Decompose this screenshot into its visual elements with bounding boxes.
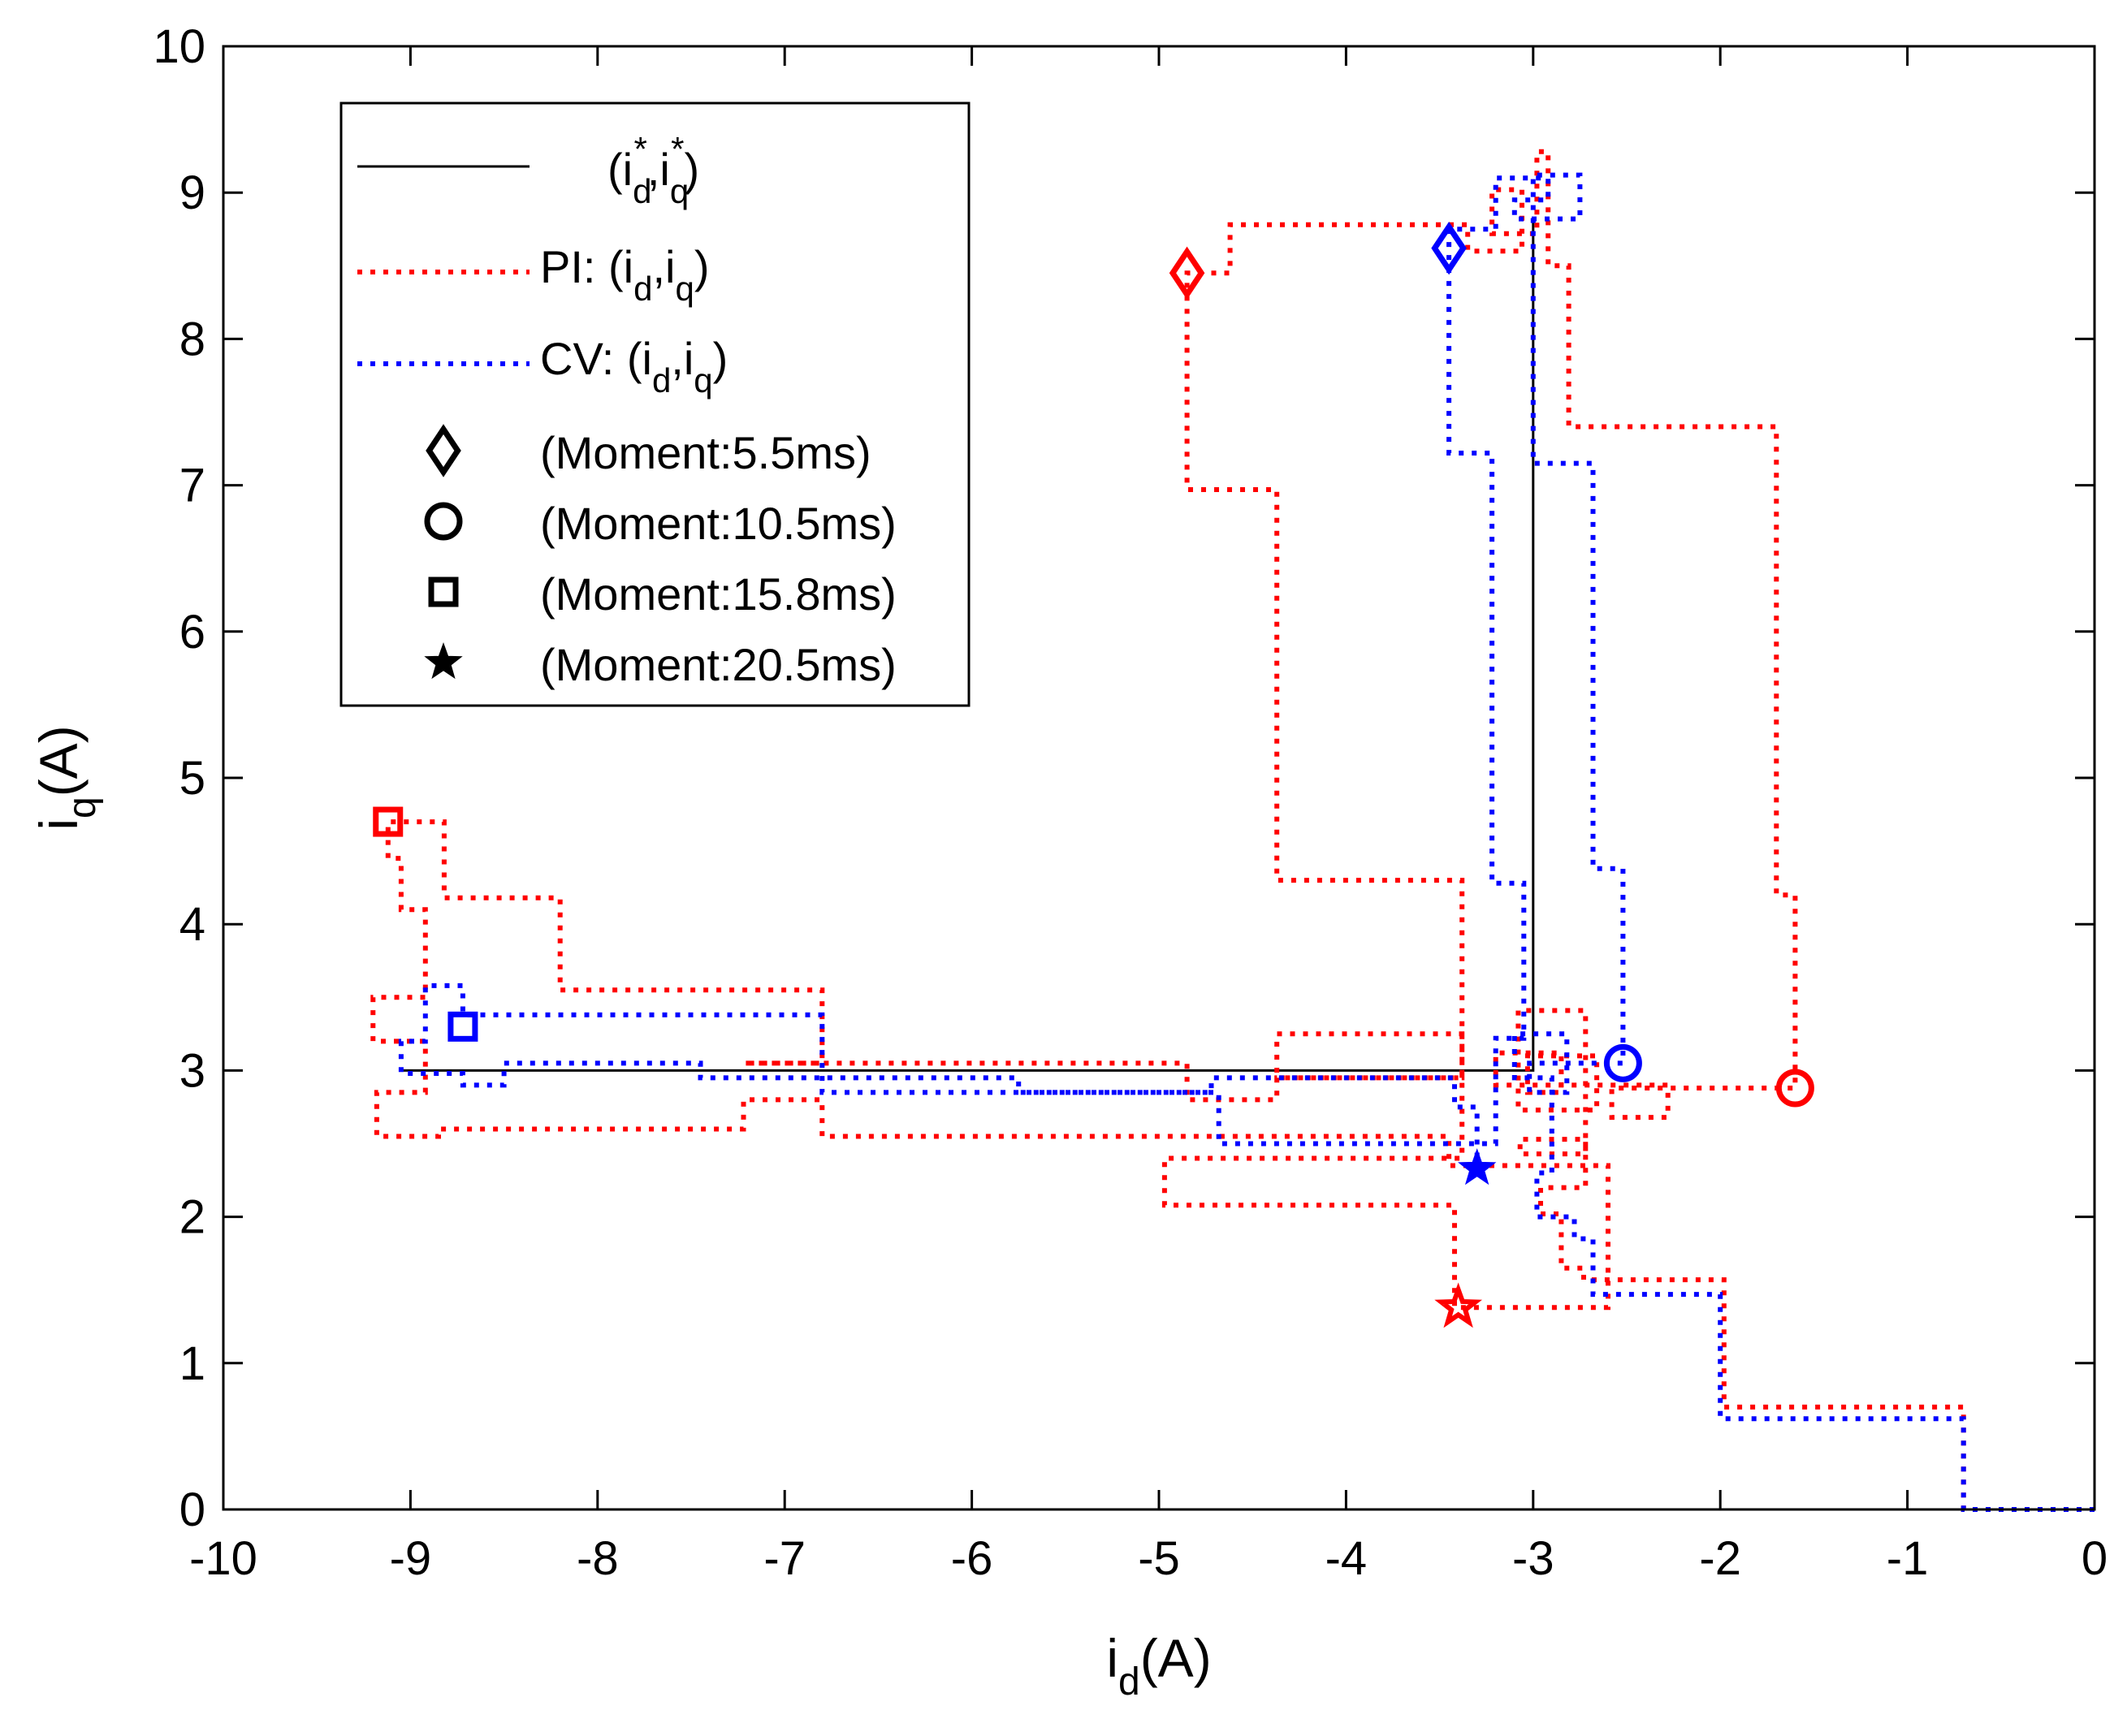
series-layer <box>370 149 2095 1512</box>
y-tick-label: 3 <box>179 1044 205 1097</box>
marker-square-cv <box>447 1011 478 1042</box>
y-axis-label-suffix: (A) <box>28 725 89 797</box>
marker-star-pi <box>1434 1282 1483 1328</box>
y-tick-label: 6 <box>179 606 205 659</box>
legend-label-reference: (id*,iq*) <box>607 130 699 210</box>
x-axis-label-suffix: (A) <box>1140 1628 1212 1688</box>
x-axis-label-main: i <box>1106 1628 1118 1688</box>
marker-diamond-cv <box>1431 221 1467 275</box>
x-tick-label: -3 <box>1512 1532 1554 1585</box>
x-tick-label: 0 <box>2082 1532 2108 1585</box>
x-axis-label: id(A) <box>1106 1628 1211 1704</box>
x-tick-label: -9 <box>390 1532 432 1585</box>
y-tick-label: 8 <box>179 313 205 365</box>
y-tick-label: 10 <box>153 20 205 73</box>
legend-label-marker-square: (Moment:15.8ms) <box>540 568 897 620</box>
y-tick-label: 2 <box>179 1191 205 1244</box>
marker-square-pi <box>373 806 404 837</box>
axis-labels: id(A) iq(A) <box>28 725 1212 1704</box>
y-tick-label: 4 <box>179 898 205 951</box>
x-tick-label: -8 <box>577 1532 619 1585</box>
legend-label-marker-circle: (Moment:10.5ms) <box>540 498 897 549</box>
y-tick-label: 1 <box>179 1337 205 1390</box>
x-tick-label: -1 <box>1887 1532 1929 1585</box>
legend-label-pi: PI: (id,iq) <box>540 241 710 308</box>
marker-layer <box>373 221 1814 1328</box>
series-line-pi <box>370 149 2095 1512</box>
x-tick-label: -10 <box>189 1532 257 1585</box>
marker-star-cv <box>1457 1148 1497 1185</box>
y-tick-label: 7 <box>179 460 205 512</box>
legend-marker-diamond <box>426 424 461 477</box>
legend-label-marker-star: (Moment:20.5ms) <box>540 639 897 690</box>
y-tick-label: 5 <box>179 752 205 805</box>
y-tick-label: 0 <box>179 1483 205 1536</box>
y-axis-label-sub: q <box>61 797 104 818</box>
x-tick-label: -6 <box>951 1532 993 1585</box>
x-tick-label: -7 <box>763 1532 806 1585</box>
marker-diamond-pi <box>1169 246 1205 300</box>
legend-label-marker-diamond: (Moment:5.5ms) <box>540 427 871 478</box>
legend-label-cv: CV: (id,iq) <box>540 333 728 399</box>
marker-circle-cv <box>1603 1043 1642 1082</box>
legend-marker-square <box>428 577 459 607</box>
legend: (id*,iq*) PI: (id,iq) CV: (id,iq) (Momen… <box>339 101 971 707</box>
y-axis-label: iq(A) <box>28 725 104 830</box>
x-axis-label-sub: d <box>1118 1660 1140 1704</box>
x-tick-label: -5 <box>1138 1532 1180 1585</box>
legend-marker-items: (Moment:5.5ms) (Moment:10.5ms) (Moment:15.… <box>424 424 897 690</box>
y-tick-label: 9 <box>179 166 205 219</box>
y-axis-label-main: i <box>28 818 89 831</box>
series-line-reference <box>400 222 1535 1072</box>
legend-marker-star <box>424 642 463 680</box>
x-tick-label: -4 <box>1325 1532 1368 1585</box>
x-tick-label: -2 <box>1699 1532 1741 1585</box>
marker-circle-pi <box>1775 1069 1814 1108</box>
legend-marker-circle <box>424 502 463 541</box>
